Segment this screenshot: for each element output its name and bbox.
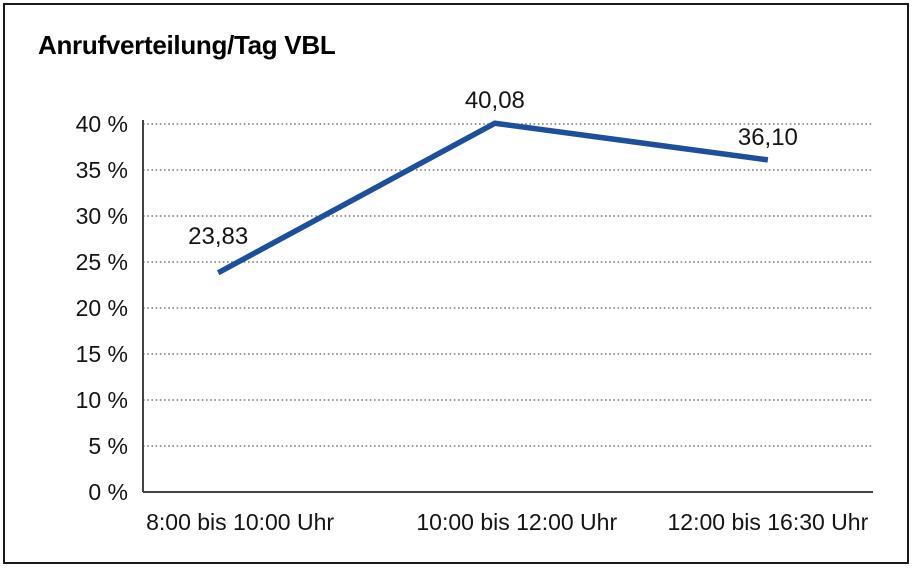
data-line	[216, 120, 769, 276]
x-tick-label: 12:00 bis 16:30 Uhr	[667, 509, 869, 535]
data-label: 40,08	[464, 87, 525, 115]
x-tick-label: 10:00 bis 12:00 Uhr	[416, 509, 618, 535]
y-tick-label: 20 %	[75, 295, 128, 321]
chart-title: Anrufverteilung/Tag VBL	[38, 30, 336, 60]
y-tick-label: 0 %	[88, 479, 128, 505]
y-tick-label: 35 %	[75, 157, 128, 183]
x-tick-label: 8:00 bis 10:00 Uhr	[146, 509, 335, 535]
y-tick-label: 10 %	[75, 387, 128, 413]
chart-border	[3, 3, 909, 564]
data-label: 23,83	[188, 222, 249, 250]
y-tick-label: 30 %	[75, 203, 128, 229]
y-tick-label: 5 %	[88, 433, 128, 459]
data-label: 36,10	[737, 123, 798, 151]
y-tick-label: 40 %	[75, 111, 128, 137]
y-tick-label: 25 %	[75, 249, 128, 275]
y-tick-label: 15 %	[75, 341, 128, 367]
